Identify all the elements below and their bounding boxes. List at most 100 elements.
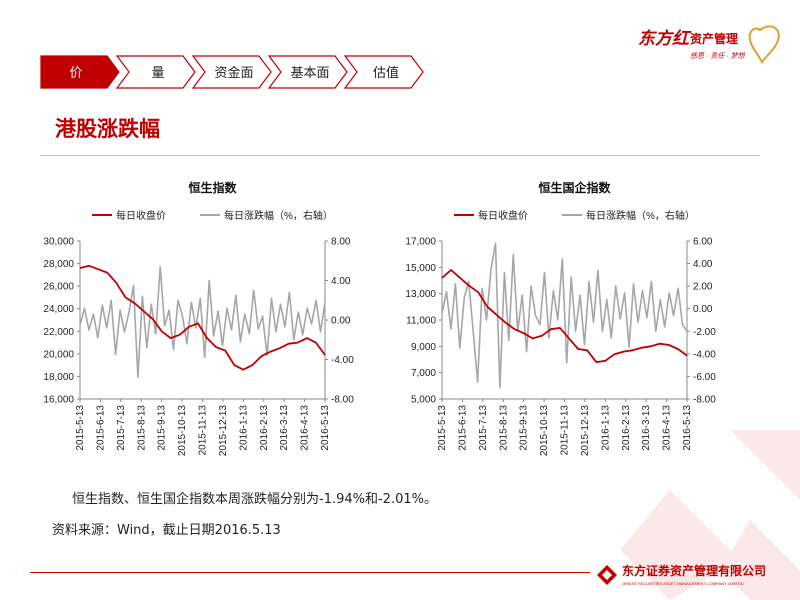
y-left-tick-label: 11,000 — [406, 316, 436, 327]
series-daily-close-line — [79, 264, 326, 371]
company-name-en: ORIENT SECURITIES ASSET MANAGEMENT COMPA… — [622, 581, 744, 586]
y-right-tick-label: -6.00 — [693, 372, 716, 383]
footer-rule — [30, 572, 590, 573]
x-tick-label: 2016-5-13 — [320, 405, 331, 451]
y-right-tick-label: 0.00 — [331, 316, 351, 327]
tab-label: 价 — [69, 65, 82, 80]
y-right-tick-label: -8.00 — [331, 395, 354, 406]
y-right-tick-label: -4.00 — [331, 355, 354, 366]
y-right-tick-label: -4.00 — [693, 349, 716, 360]
y-right-tick-label: 0.00 — [693, 304, 713, 315]
x-tick-label: 2016-4-13 — [300, 405, 311, 451]
y-left-tick-label: 15,000 — [405, 263, 436, 274]
y-left-tick-label: 9,000 — [411, 342, 436, 353]
y-right-tick-label: 4.00 — [331, 276, 351, 287]
y-left-tick-label: 18,000 — [43, 372, 74, 383]
series-daily-close-line — [441, 269, 688, 364]
logo-slogan: 感恩 · 责任 · 梦想 — [690, 52, 745, 60]
chart-title: 恒生国企指数 — [538, 180, 611, 195]
y-right-tick-label: 8.00 — [331, 237, 351, 248]
series-daily-change-line — [441, 242, 688, 389]
x-tick-label: 2015-10-13 — [177, 405, 188, 457]
x-tick-label: 2015-8-13 — [498, 405, 509, 451]
x-tick-label: 2015-6-13 — [457, 405, 468, 451]
y-left-tick-label: 22,000 — [43, 327, 74, 338]
tab-shape — [115, 55, 196, 89]
brand-logo: 东方红 资产管理 感恩 · 责任 · 梦想 — [638, 25, 780, 64]
y-left-tick-label: 20,000 — [43, 349, 74, 360]
nav-tabs: 价 量 资金面 基本面 估值 — [40, 55, 424, 89]
x-tick-label: 2016-1-13 — [238, 405, 249, 451]
company-logo-icon — [597, 565, 617, 585]
y-left-tick-label: 26,000 — [43, 282, 74, 293]
tab-valuation[interactable]: 估值 — [343, 55, 424, 89]
legend-close-label: 每日收盘价 — [478, 209, 528, 222]
x-tick-label: 2016-3-13 — [279, 405, 290, 451]
tab-label: 基本面 — [290, 65, 329, 80]
y-right-tick-label: 2.00 — [693, 282, 713, 293]
y-right-tick-label: 4.00 — [693, 259, 713, 270]
x-tick-label: 2015-11-13 — [198, 405, 209, 456]
y-left-tick-label: 13,000 — [405, 289, 436, 300]
logo-text: 东方红 — [638, 29, 692, 48]
tab-fundamentals[interactable]: 基本面 — [267, 55, 348, 89]
legend-change-label: 每日涨跌幅（%，右轴） — [224, 209, 333, 222]
y-right-tick-label: 6.00 — [693, 237, 713, 248]
legend-close-label: 每日收盘价 — [116, 209, 166, 222]
tab-price[interactable]: 价 — [40, 55, 120, 89]
x-tick-label: 2015-9-13 — [157, 405, 168, 451]
chart-legend: 每日收盘价 每日涨跌幅（%，右轴） — [454, 209, 695, 222]
x-tick-label: 2015-10-13 — [539, 405, 550, 457]
x-tick-label: 2016-5-13 — [682, 405, 693, 451]
tab-volume[interactable]: 量 — [115, 55, 196, 89]
heart-icon — [748, 25, 780, 64]
x-tick-label: 2016-1-13 — [600, 405, 611, 451]
source-note: 资料来源：Wind，截止日期2016.5.13 — [52, 523, 281, 538]
x-tick-label: 2015-7-13 — [478, 405, 489, 451]
company-name: 东方证券资产管理有限公司 — [622, 563, 766, 578]
y-left-tick-label: 24,000 — [43, 304, 74, 315]
y-left-tick-label: 7,000 — [411, 368, 436, 379]
section-title: 港股涨跌幅 — [55, 117, 160, 141]
tab-shape — [267, 55, 348, 89]
x-tick-label: 2015-9-13 — [519, 405, 530, 451]
x-tick-label: 2015-11-13 — [560, 405, 571, 456]
x-tick-label: 2015-8-13 — [136, 405, 147, 451]
x-tick-label: 2016-3-13 — [641, 405, 652, 451]
hsi-chart: 恒生指数每日收盘价 每日涨跌幅（%，右轴） 16,000 18,000 20,000 22… — [30, 175, 395, 475]
chart-legend: 每日收盘价 每日涨跌幅（%，右轴） — [92, 209, 333, 222]
section-divider — [40, 155, 760, 156]
x-tick-label: 2016-4-13 — [662, 405, 673, 451]
tab-shape — [40, 55, 120, 89]
tab-shape — [191, 55, 272, 89]
chart-title: 恒生指数 — [188, 180, 237, 195]
y-left-tick-label: 28,000 — [43, 259, 74, 270]
tab-label: 估值 — [373, 65, 399, 80]
y-left-tick-label: 17,000 — [405, 237, 436, 248]
x-tick-label: 2016-2-13 — [259, 405, 270, 451]
x-tick-label: 2016-2-13 — [621, 405, 632, 451]
tab-label: 资金面 — [214, 65, 253, 80]
summary-text: 恒生指数、恒生国企指数本周涨跌幅分别为-1.94%和-2.01%。 — [72, 492, 437, 507]
y-left-tick-label: 30,000 — [43, 237, 74, 248]
x-tick-label: 2015-12-13 — [580, 405, 591, 457]
legend-change-label: 每日涨跌幅（%，右轴） — [586, 209, 695, 222]
x-tick-label: 2015-5-13 — [437, 405, 448, 451]
series-daily-change-line — [79, 265, 326, 379]
hscei-chart: 恒生国企指数 每日收盘价 每日涨跌幅（%，右轴） 5,000 7,000 9,000 11,… — [392, 175, 757, 475]
background-decoration — [620, 430, 800, 600]
tab-label: 量 — [151, 65, 164, 80]
y-left-tick-label: 16,000 — [43, 395, 74, 406]
y-right-tick-label: -2.00 — [693, 327, 716, 338]
x-tick-label: 2015-12-13 — [218, 405, 229, 457]
x-tick-label: 2015-6-13 — [95, 405, 106, 451]
x-tick-label: 2015-5-13 — [75, 405, 86, 451]
company-footer: 东方证券资产管理有限公司 ORIENT SECURITIES ASSET MAN… — [597, 563, 766, 586]
tab-shape — [343, 55, 424, 89]
y-right-tick-label: -8.00 — [693, 395, 716, 406]
x-tick-label: 2015-7-13 — [116, 405, 127, 451]
logo-subtext: 资产管理 — [690, 31, 738, 46]
tab-funds[interactable]: 资金面 — [191, 55, 272, 89]
